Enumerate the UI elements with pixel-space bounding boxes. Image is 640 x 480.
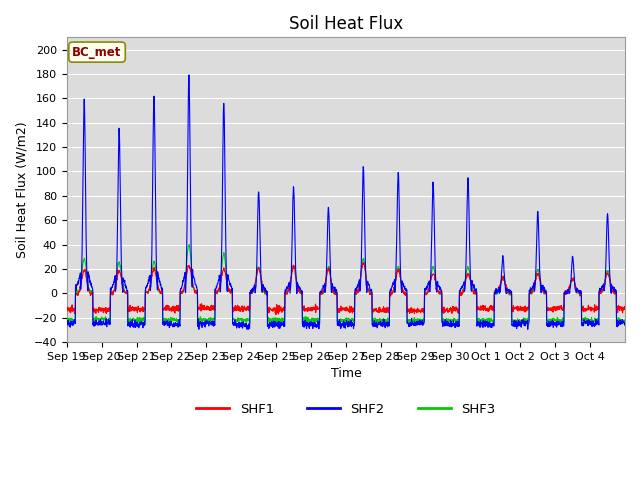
Legend: SHF1, SHF2, SHF3: SHF1, SHF2, SHF3 [191, 397, 501, 421]
Title: Soil Heat Flux: Soil Heat Flux [289, 15, 403, 33]
X-axis label: Time: Time [330, 367, 361, 380]
Y-axis label: Soil Heat Flux (W/m2): Soil Heat Flux (W/m2) [15, 121, 28, 258]
Text: BC_met: BC_met [72, 46, 122, 59]
